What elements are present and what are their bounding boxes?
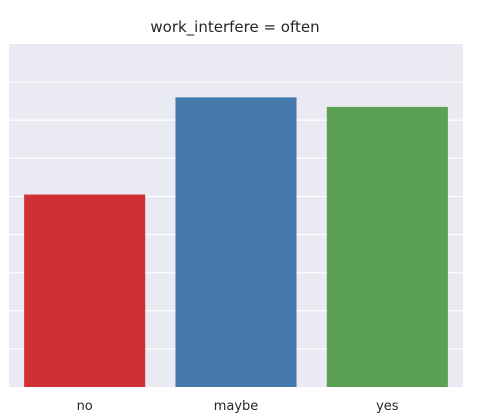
x-tick-label-no: no [77, 399, 93, 414]
chart-title: work_interfere = often [150, 18, 319, 37]
bars [24, 97, 448, 387]
x-tick-label-yes: yes [376, 399, 399, 414]
x-tick-label-maybe: maybe [214, 399, 259, 414]
bar-maybe [175, 97, 297, 387]
x-tick-labels: no maybe yes [77, 399, 399, 414]
bar-no [24, 194, 146, 387]
bar-yes [326, 106, 448, 387]
